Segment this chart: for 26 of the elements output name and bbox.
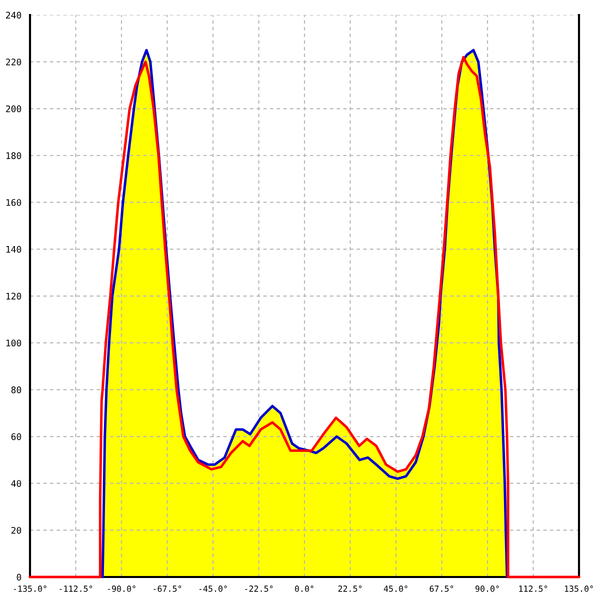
y-tick-label: 40 (11, 480, 22, 487)
x-tick-label: 135.0° (564, 586, 593, 592)
y-tick-label: 60 (11, 433, 22, 440)
x-tick-label: 67.5° (430, 586, 454, 592)
y-tick-label: 160 (6, 199, 22, 206)
x-tick-label: -67.5° (154, 586, 182, 592)
x-tick-label: -112.5° (60, 586, 92, 592)
y-tick-label: 80 (11, 386, 22, 394)
x-tick-label: 112.5° (519, 586, 548, 592)
y-tick-label: 140 (6, 246, 22, 253)
y-tick-label: 120 (6, 292, 22, 300)
y-tick-label: 0 (16, 574, 22, 581)
x-tick-label: 22.5° (338, 586, 362, 592)
y-tick-label: 220 (6, 58, 22, 66)
y-tick-label: 100 (6, 340, 22, 346)
x-tick-label: 90.0° (475, 586, 499, 592)
x-tick-label: -90.0° (108, 586, 136, 592)
x-tick-label: 45.0° (384, 586, 408, 592)
x-tick-label: -45.0° (199, 586, 227, 592)
y-tick-label: 200 (6, 105, 22, 112)
x-tick-label: -22.5° (245, 586, 273, 592)
x-tick-label: -135.0° (14, 586, 46, 592)
x-tick-label: 0.0° (295, 586, 314, 592)
y-tick-label: 240 (6, 12, 22, 19)
y-tick-label: 20 (11, 526, 22, 534)
y-tick-label: 180 (6, 152, 22, 160)
